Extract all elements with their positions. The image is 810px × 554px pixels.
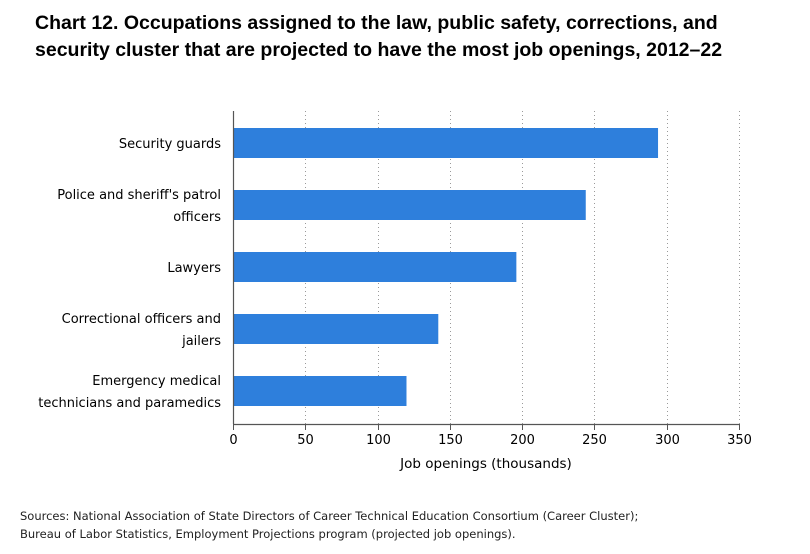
category-label-1-line-0: Police and sheriff's patrol xyxy=(57,188,221,203)
category-label-4-line-1: technicians and paramedics xyxy=(38,396,221,411)
bar-2 xyxy=(234,252,517,282)
bar-0 xyxy=(234,128,659,158)
category-label-0: Security guards xyxy=(119,137,221,152)
x-tick-label-250: 250 xyxy=(582,433,607,448)
category-label-3-line-1: jailers xyxy=(181,334,221,349)
category-label-1: Police and sheriff's patrol officers xyxy=(57,188,221,225)
bar-3 xyxy=(234,314,439,344)
x-tick-label-300: 300 xyxy=(655,433,680,448)
x-tick-label-350: 350 xyxy=(727,433,752,448)
chart-title-line-1: Chart 12. Occupations assigned to the la… xyxy=(35,12,718,34)
category-label-3-line-0: Correctional officers and xyxy=(62,312,221,327)
source-line-2: Bureau of Labor Statistics, Employment P… xyxy=(20,527,516,541)
category-label-2-line-0: Lawyers xyxy=(167,261,221,276)
x-tick-label-150: 150 xyxy=(438,433,463,448)
x-tick-label-0: 0 xyxy=(229,433,237,448)
x-tick-label-100: 100 xyxy=(366,433,391,448)
category-label-1-line-1: officers xyxy=(173,210,221,225)
category-label-0-line-0: Security guards xyxy=(119,137,221,152)
category-label-4: Emergency medical technicians and paramed… xyxy=(38,374,221,411)
chart-title: Chart 12. Occupations assigned to the la… xyxy=(35,10,795,64)
x-tick-label-50: 50 xyxy=(297,433,314,448)
bar-1 xyxy=(234,190,586,220)
category-label-3: Correctional officers and jailers xyxy=(62,312,222,349)
x-axis-title: Job openings (thousands) xyxy=(399,456,572,472)
category-label-2: Lawyers xyxy=(167,261,221,276)
chart-title-line-2: security cluster that are projected to h… xyxy=(35,39,723,61)
source-note: Sources: National Association of State D… xyxy=(20,507,638,543)
x-tick-label-200: 200 xyxy=(510,433,535,448)
category-label-4-line-0: Emergency medical xyxy=(92,374,221,389)
source-line-1: Sources: National Association of State D… xyxy=(20,509,639,523)
bar-4 xyxy=(234,376,407,406)
